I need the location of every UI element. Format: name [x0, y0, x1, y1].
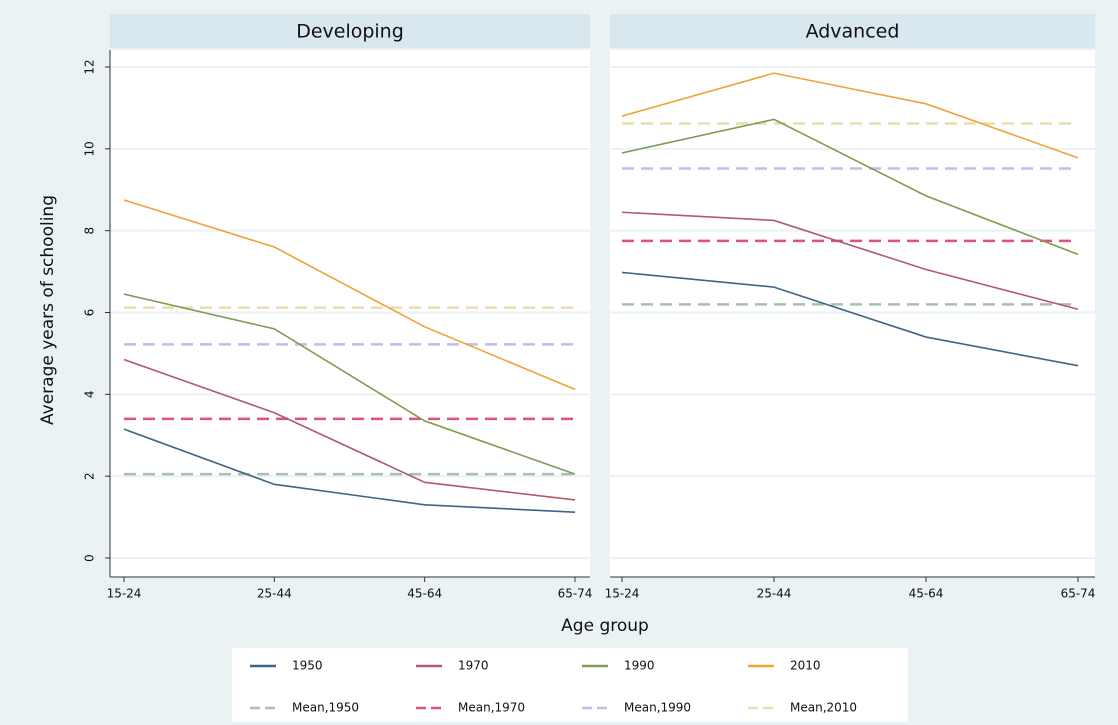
y-tick-label: 12	[83, 59, 97, 74]
y-tick-label: 8	[83, 227, 97, 235]
x-tick-label: 15-24	[107, 587, 142, 601]
series-line	[621, 118, 1079, 256]
x-tick-label: 65-74	[558, 587, 593, 601]
y-tick-label: 6	[83, 309, 97, 317]
series-line	[621, 211, 1079, 311]
y-tick-label: 2	[83, 472, 97, 480]
y-tick-label: 4	[83, 391, 97, 399]
legend-label: Mean,1970	[458, 701, 525, 715]
panel-title: Developing	[296, 21, 404, 43]
y-tick-label: 0	[83, 554, 97, 562]
x-tick-label: 25-44	[257, 587, 292, 601]
panel-header	[610, 14, 1095, 48]
x-axis-label: Age group	[561, 616, 649, 636]
legend-label: Mean,1950	[292, 701, 359, 715]
legend-label: Mean,2010	[790, 701, 857, 715]
x-tick-label: 45-64	[407, 587, 442, 601]
legend-label: 1990	[624, 659, 655, 673]
y-tick-label: 10	[83, 141, 97, 156]
legend-label: 1950	[292, 659, 323, 673]
panel-title: Advanced	[806, 21, 900, 43]
y-axis-label: Average years of schooling	[38, 195, 58, 425]
legend-label: Mean,1990	[624, 701, 691, 715]
legend-label: 2010	[790, 659, 821, 673]
x-tick-label: 45-64	[909, 587, 944, 601]
x-tick-label: 25-44	[757, 587, 792, 601]
series-line	[123, 199, 576, 391]
series-line	[123, 293, 576, 475]
series-line	[621, 271, 1079, 367]
panel-header	[110, 14, 590, 48]
x-tick-label: 15-24	[605, 587, 640, 601]
series-line	[123, 358, 576, 501]
series-line	[621, 72, 1079, 159]
legend-label: 1970	[458, 659, 489, 673]
series-line	[123, 428, 576, 513]
legend	[232, 648, 908, 722]
x-tick-label: 65-74	[1061, 587, 1096, 601]
